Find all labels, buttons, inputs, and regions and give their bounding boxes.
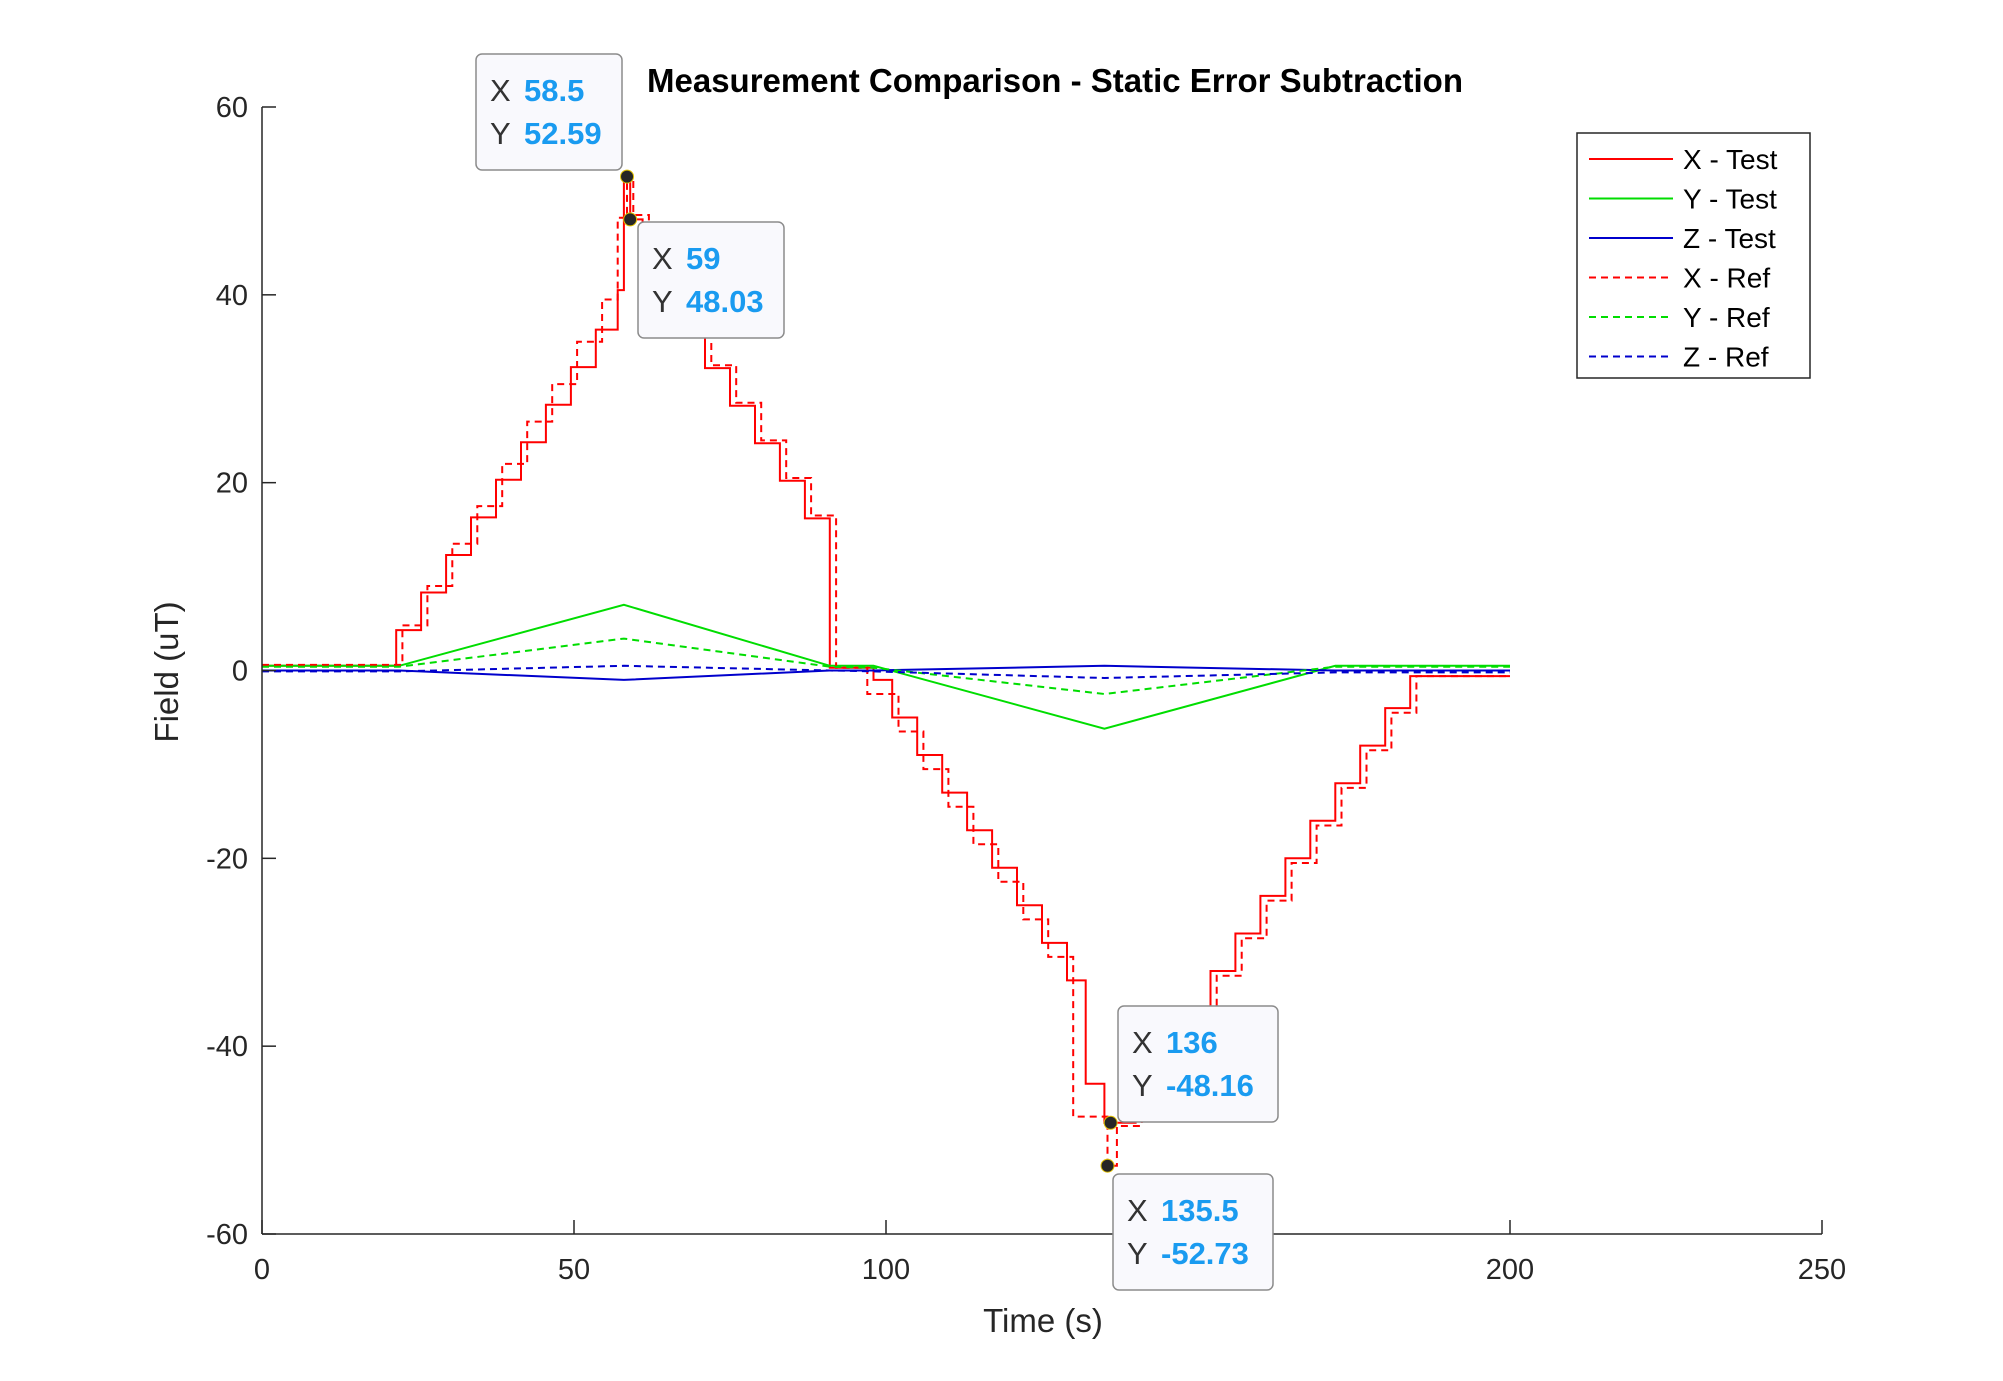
datatip-x-value: 136 (1166, 1025, 1218, 1060)
legend-entry-label: Z - Ref (1683, 342, 1769, 373)
legend[interactable]: X - Test Y - Test Z - Test X - Ref Y - Ref Z … (1576, 132, 1811, 379)
datatip-x-value: 59 (686, 241, 720, 276)
datatip[interactable]: X 135.5 Y -52.73 (1100, 1158, 1274, 1291)
datatip-x-label: X (490, 73, 511, 108)
datatip[interactable]: X 58.5 Y 52.59 (475, 53, 635, 184)
datatip-marker (1100, 1158, 1115, 1173)
datatip-x-label: X (1132, 1025, 1153, 1060)
series-line-y-test (262, 603, 1510, 730)
series-line-z-ref (262, 664, 1510, 680)
x-tick-label: 0 (254, 1254, 270, 1286)
legend-entry-label: X - Ref (1683, 263, 1770, 294)
series-layer (262, 175, 1510, 1167)
datatip-x-label: X (652, 241, 673, 276)
legend-box (1576, 132, 1811, 379)
datatips-layer: X 58.5 Y 52.59 X 59 Y 48.03 X 136 Y -48.16 X 135.5 Y -5… (475, 53, 1279, 1291)
y-tick-label: 60 (216, 92, 248, 124)
datatip-y-value: -48.16 (1166, 1068, 1254, 1103)
datatip-y-label: Y (490, 116, 511, 151)
x-tick-label: 200 (1486, 1254, 1534, 1286)
plot-area (262, 107, 1822, 1234)
datatip-x-value: 58.5 (524, 73, 584, 108)
axes-layer: 0501001502002506040200-20-40-60 (206, 92, 1846, 1286)
datatip-box (1117, 1005, 1279, 1123)
y-axis-title: Field (uT) (148, 601, 185, 742)
datatip-marker (623, 212, 638, 227)
datatip-x-value: 135.5 (1161, 1193, 1239, 1228)
x-axis-title: Time (s) (983, 1302, 1103, 1339)
y-tick-label: 20 (216, 468, 248, 500)
datatip-y-label: Y (652, 284, 673, 319)
x-tick-label: 100 (862, 1254, 910, 1286)
datatip-y-value: 52.59 (524, 116, 602, 151)
datatip-x-label: X (1127, 1193, 1148, 1228)
plot-background (262, 107, 1822, 1234)
datatip-box (475, 53, 623, 171)
legend-entry-label: Y - Ref (1683, 302, 1770, 333)
legend-entry-label: Y - Test (1683, 184, 1777, 215)
datatip-y-label: Y (1127, 1236, 1148, 1271)
y-tick-label: -60 (206, 1219, 248, 1251)
datatip-y-label: Y (1132, 1068, 1153, 1103)
legend-entry-label: Z - Test (1683, 223, 1776, 254)
datatip-box (637, 221, 785, 339)
datatip-marker (620, 169, 635, 184)
datatip[interactable]: X 59 Y 48.03 (623, 212, 785, 339)
series-line-y-ref (262, 637, 1510, 696)
legend-entry-label: X - Test (1683, 144, 1778, 175)
datatip-box (1112, 1173, 1274, 1291)
datatip-y-value: 48.03 (686, 284, 764, 319)
y-tick-label: -40 (206, 1031, 248, 1063)
y-tick-label: 40 (216, 280, 248, 312)
y-tick-label: -20 (206, 843, 248, 875)
y-tick-label: 0 (232, 656, 248, 688)
chart-title: Measurement Comparison - Static Error Su… (647, 62, 1463, 99)
series-line-x-test (262, 176, 1510, 1124)
datatip-y-value: -52.73 (1161, 1236, 1249, 1271)
series-line-x-ref (262, 175, 1510, 1167)
datatip[interactable]: X 136 Y -48.16 (1103, 1005, 1279, 1130)
x-tick-label: 250 (1798, 1254, 1846, 1286)
datatip-marker (1103, 1115, 1118, 1130)
x-tick-label: 50 (558, 1254, 590, 1286)
